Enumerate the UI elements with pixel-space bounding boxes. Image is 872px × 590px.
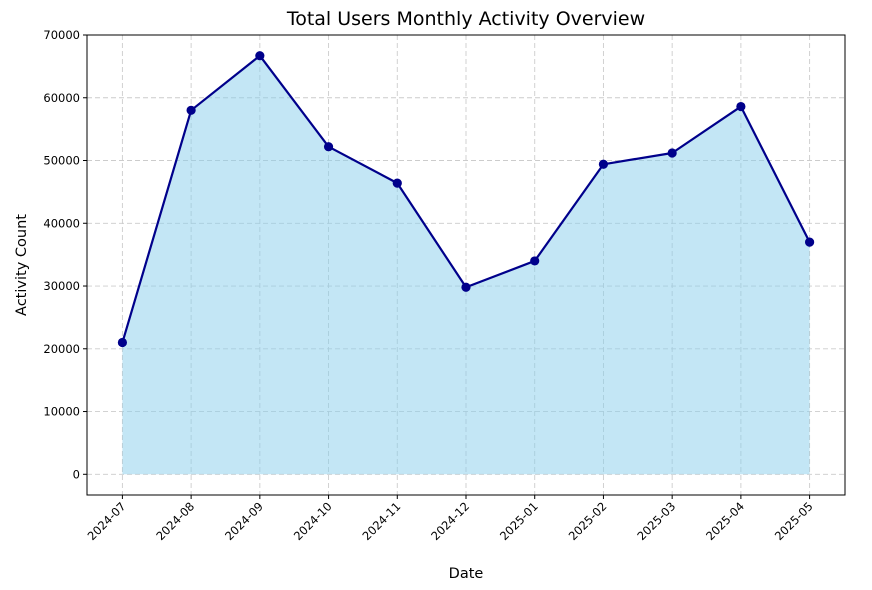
data-point xyxy=(392,178,402,188)
data-point xyxy=(461,282,471,292)
data-point xyxy=(736,101,746,112)
x-tick-label: 2025-05 xyxy=(772,499,816,543)
x-tick-label: 2024-08 xyxy=(153,499,197,543)
x-tick-label: 2024-07 xyxy=(85,499,129,543)
x-tick-label: 2024-11 xyxy=(360,499,404,543)
series-group xyxy=(117,51,815,348)
x-tick-label: 2024-10 xyxy=(291,499,335,543)
data-point xyxy=(667,148,677,158)
x-tick-label: 2025-03 xyxy=(634,499,678,543)
area-fill xyxy=(122,55,810,475)
data-point xyxy=(598,159,609,169)
x-axis-ticks: 2024-07 2024-08 2024-09 2024-10 2024-11 2024-… xyxy=(85,495,816,543)
x-axis-label: Date xyxy=(449,566,484,582)
y-tick-label: 30000 xyxy=(43,279,80,293)
x-tick-label: 2025-02 xyxy=(566,499,610,543)
area-fill-group xyxy=(122,55,810,475)
y-tick-label: 60000 xyxy=(43,91,80,105)
data-point xyxy=(323,142,334,152)
y-axis-ticks: 0 10000 20000 30000 40000 50000 60000 70000 xyxy=(43,28,87,481)
data-point xyxy=(805,237,815,247)
x-tick-label: 2024-09 xyxy=(222,499,266,543)
y-tick-label: 40000 xyxy=(43,216,80,230)
y-tick-label: 50000 xyxy=(43,154,80,168)
y-tick-label: 70000 xyxy=(43,28,80,42)
chart-title: Total Users Monthly Activity Overview xyxy=(286,8,645,30)
y-tick-label: 20000 xyxy=(43,342,80,356)
x-tick-label: 2024-12 xyxy=(428,499,472,543)
y-tick-label: 0 xyxy=(73,467,80,481)
data-point xyxy=(530,256,540,266)
data-point xyxy=(186,105,196,115)
x-tick-label: 2025-01 xyxy=(497,499,541,543)
data-point xyxy=(117,337,127,348)
data-point xyxy=(255,51,265,61)
x-tick-label: 2025-04 xyxy=(703,499,747,543)
y-axis-label: Activity Count xyxy=(14,214,30,316)
y-tick-label: 10000 xyxy=(43,405,80,419)
